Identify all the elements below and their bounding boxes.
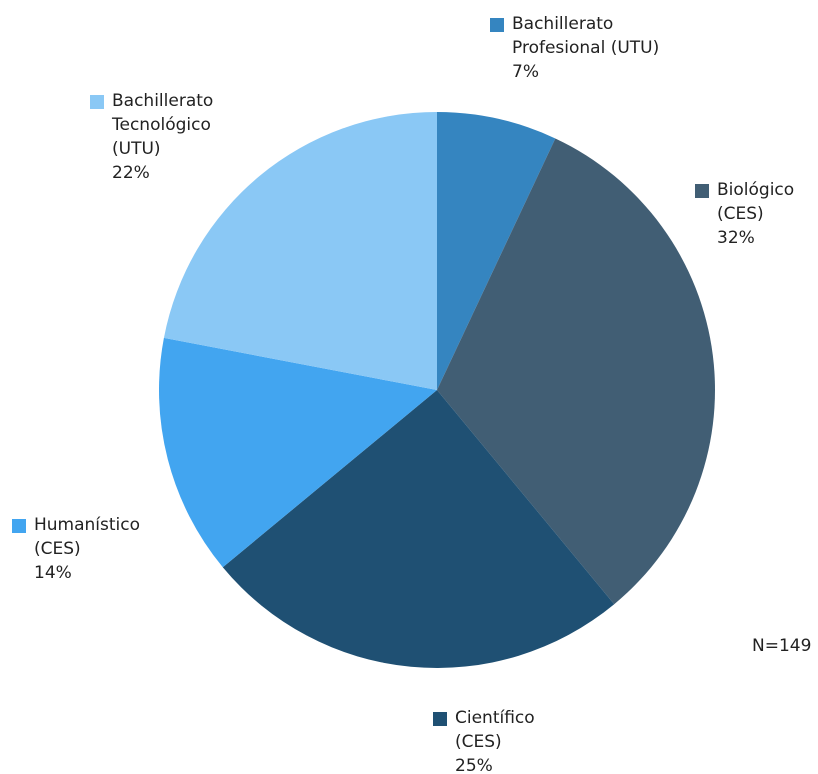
category-label: Bachillerato Tecnológico (UTU) <box>112 91 214 159</box>
pie-slice <box>437 112 556 390</box>
slice-label: Científico (CES) 25% <box>433 706 560 774</box>
value-label: 7% <box>512 62 539 82</box>
legend-marker <box>433 712 447 726</box>
category-label: Bachillerato Profesional (UTU) <box>512 14 660 58</box>
category-label: Humanístico (CES) <box>34 515 141 559</box>
slice-label: Biológico (CES) 32% <box>695 178 812 250</box>
legend-marker <box>695 184 709 198</box>
pie-slice <box>158 337 437 568</box>
annotation: N=149 <box>752 636 812 656</box>
category-label: Biológico (CES) <box>717 180 795 224</box>
slice-label: Bachillerato Profesional (UTU) 7% <box>490 12 697 84</box>
legend-marker <box>90 95 104 109</box>
pie-slice <box>163 112 438 390</box>
pie-slice <box>437 138 716 605</box>
value-label: 22% <box>112 163 150 183</box>
value-label: 32% <box>717 228 755 248</box>
legend-marker <box>490 18 504 32</box>
legend-marker <box>12 519 26 533</box>
slice-label: Bachillerato Tecnológico (UTU) 22% <box>90 89 247 185</box>
pie-slice <box>222 390 615 669</box>
value-label: 14% <box>34 563 72 583</box>
value-label: 25% <box>455 756 493 774</box>
category-label: Científico (CES) <box>455 708 535 752</box>
slice-label: Humanístico (CES) 14% <box>12 513 154 585</box>
